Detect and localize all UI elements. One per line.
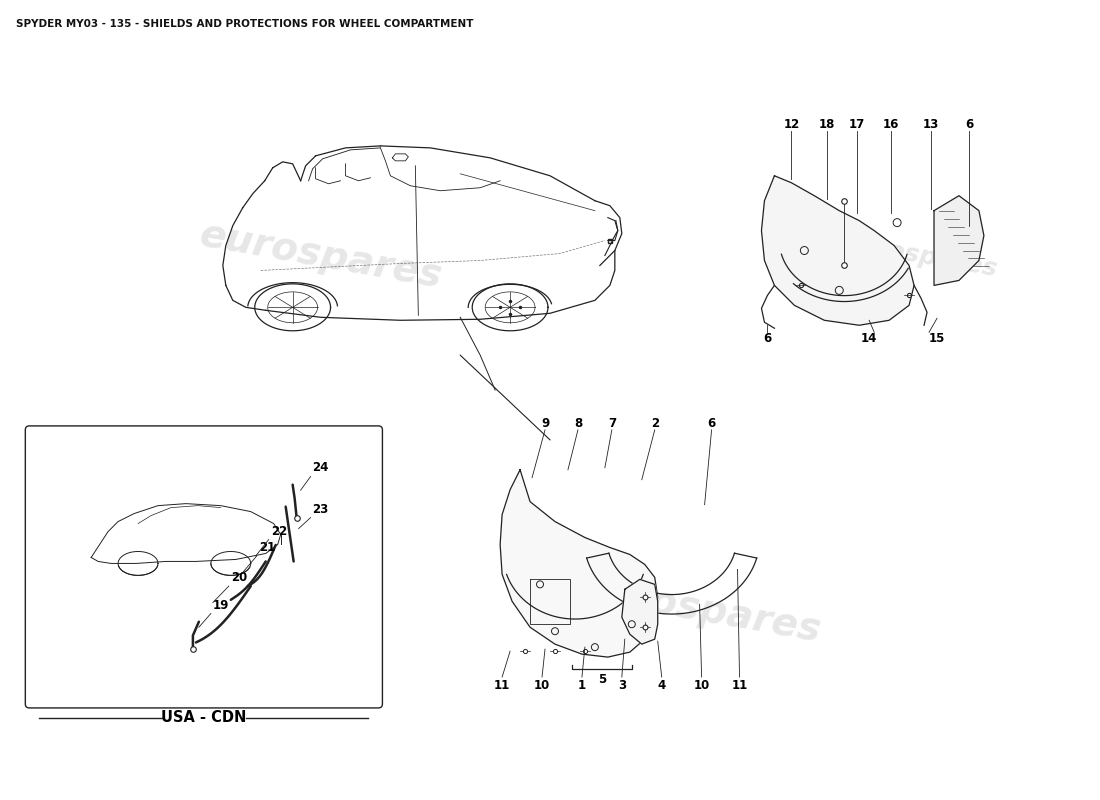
- Text: USA - CDN: USA - CDN: [162, 710, 246, 726]
- Text: 9: 9: [541, 418, 549, 430]
- Polygon shape: [934, 196, 983, 286]
- Polygon shape: [761, 176, 914, 326]
- Text: 14: 14: [861, 332, 878, 345]
- Polygon shape: [500, 470, 658, 657]
- Text: 19: 19: [213, 598, 229, 611]
- Text: 4: 4: [658, 678, 666, 691]
- Text: 17: 17: [849, 118, 866, 131]
- Text: 15: 15: [928, 332, 945, 345]
- Text: 24: 24: [312, 462, 329, 474]
- Text: 11: 11: [732, 678, 748, 691]
- Text: 20: 20: [231, 571, 248, 584]
- Polygon shape: [621, 579, 658, 644]
- Text: 12: 12: [783, 118, 800, 131]
- Text: 7: 7: [608, 418, 616, 430]
- Text: 6: 6: [763, 332, 771, 345]
- Text: eurospares: eurospares: [839, 230, 999, 281]
- Text: 1: 1: [578, 678, 586, 691]
- Text: 10: 10: [693, 678, 710, 691]
- Text: 6: 6: [965, 118, 974, 131]
- Text: 3: 3: [618, 678, 626, 691]
- Text: 2: 2: [651, 418, 659, 430]
- Text: 13: 13: [923, 118, 939, 131]
- Text: 6: 6: [707, 418, 716, 430]
- Text: 11: 11: [494, 678, 510, 691]
- Text: 21: 21: [258, 541, 275, 554]
- Text: 5: 5: [597, 673, 606, 686]
- Text: SPYDER MY03 - 135 - SHIELDS AND PROTECTIONS FOR WHEEL COMPARTMENT: SPYDER MY03 - 135 - SHIELDS AND PROTECTI…: [16, 19, 474, 30]
- Text: 23: 23: [312, 502, 329, 515]
- Text: 16: 16: [883, 118, 900, 131]
- Text: 8: 8: [574, 418, 582, 430]
- FancyBboxPatch shape: [25, 426, 383, 708]
- Text: 22: 22: [271, 525, 287, 538]
- Text: eurospares: eurospares: [196, 215, 444, 295]
- Text: 10: 10: [534, 678, 550, 691]
- Text: eurospares: eurospares: [575, 570, 824, 650]
- Text: 18: 18: [820, 118, 836, 131]
